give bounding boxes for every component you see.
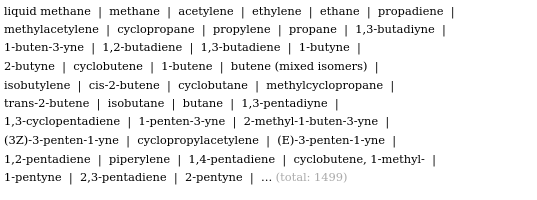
- Text: (3Z)-3-penten-1-yne  |  cyclopropylacetylene  |  (E)-3-penten-1-yne  |: (3Z)-3-penten-1-yne | cyclopropylacetyle…: [4, 136, 396, 148]
- Text: liquid methane  |  methane  |  acetylene  |  ethylene  |  ethane  |  propadiene : liquid methane | methane | acetylene | e…: [4, 6, 455, 18]
- Text: 2-butyne  |  cyclobutene  |  1-butene  |  butene (mixed isomers)  |: 2-butyne | cyclobutene | 1-butene | bute…: [4, 62, 379, 74]
- Text: (total: 1499): (total: 1499): [272, 172, 348, 183]
- Text: trans-2-butene  |  isobutane  |  butane  |  1,3-pentadiyne  |: trans-2-butene | isobutane | butane | 1,…: [4, 98, 339, 110]
- Text: 1,2-pentadiene  |  piperylene  |  1,4-pentadiene  |  cyclobutene, 1-methyl-  |: 1,2-pentadiene | piperylene | 1,4-pentad…: [4, 154, 436, 166]
- Text: methylacetylene  |  cyclopropane  |  propylene  |  propane  |  1,3-butadiyne  |: methylacetylene | cyclopropane | propyle…: [4, 24, 446, 36]
- Text: isobutylene  |  cis-2-butene  |  cyclobutane  |  methylcyclopropane  |: isobutylene | cis-2-butene | cyclobutane…: [4, 80, 394, 92]
- Text: 1-buten-3-yne  |  1,2-butadiene  |  1,3-butadiene  |  1-butyne  |: 1-buten-3-yne | 1,2-butadiene | 1,3-buta…: [4, 43, 361, 54]
- Text: 1,3-cyclopentadiene  |  1-penten-3-yne  |  2-methyl-1-buten-3-yne  |: 1,3-cyclopentadiene | 1-penten-3-yne | 2…: [4, 117, 389, 129]
- Text: 1-pentyne  |  2,3-pentadiene  |  2-pentyne  |  ...: 1-pentyne | 2,3-pentadiene | 2-pentyne |…: [4, 172, 272, 184]
